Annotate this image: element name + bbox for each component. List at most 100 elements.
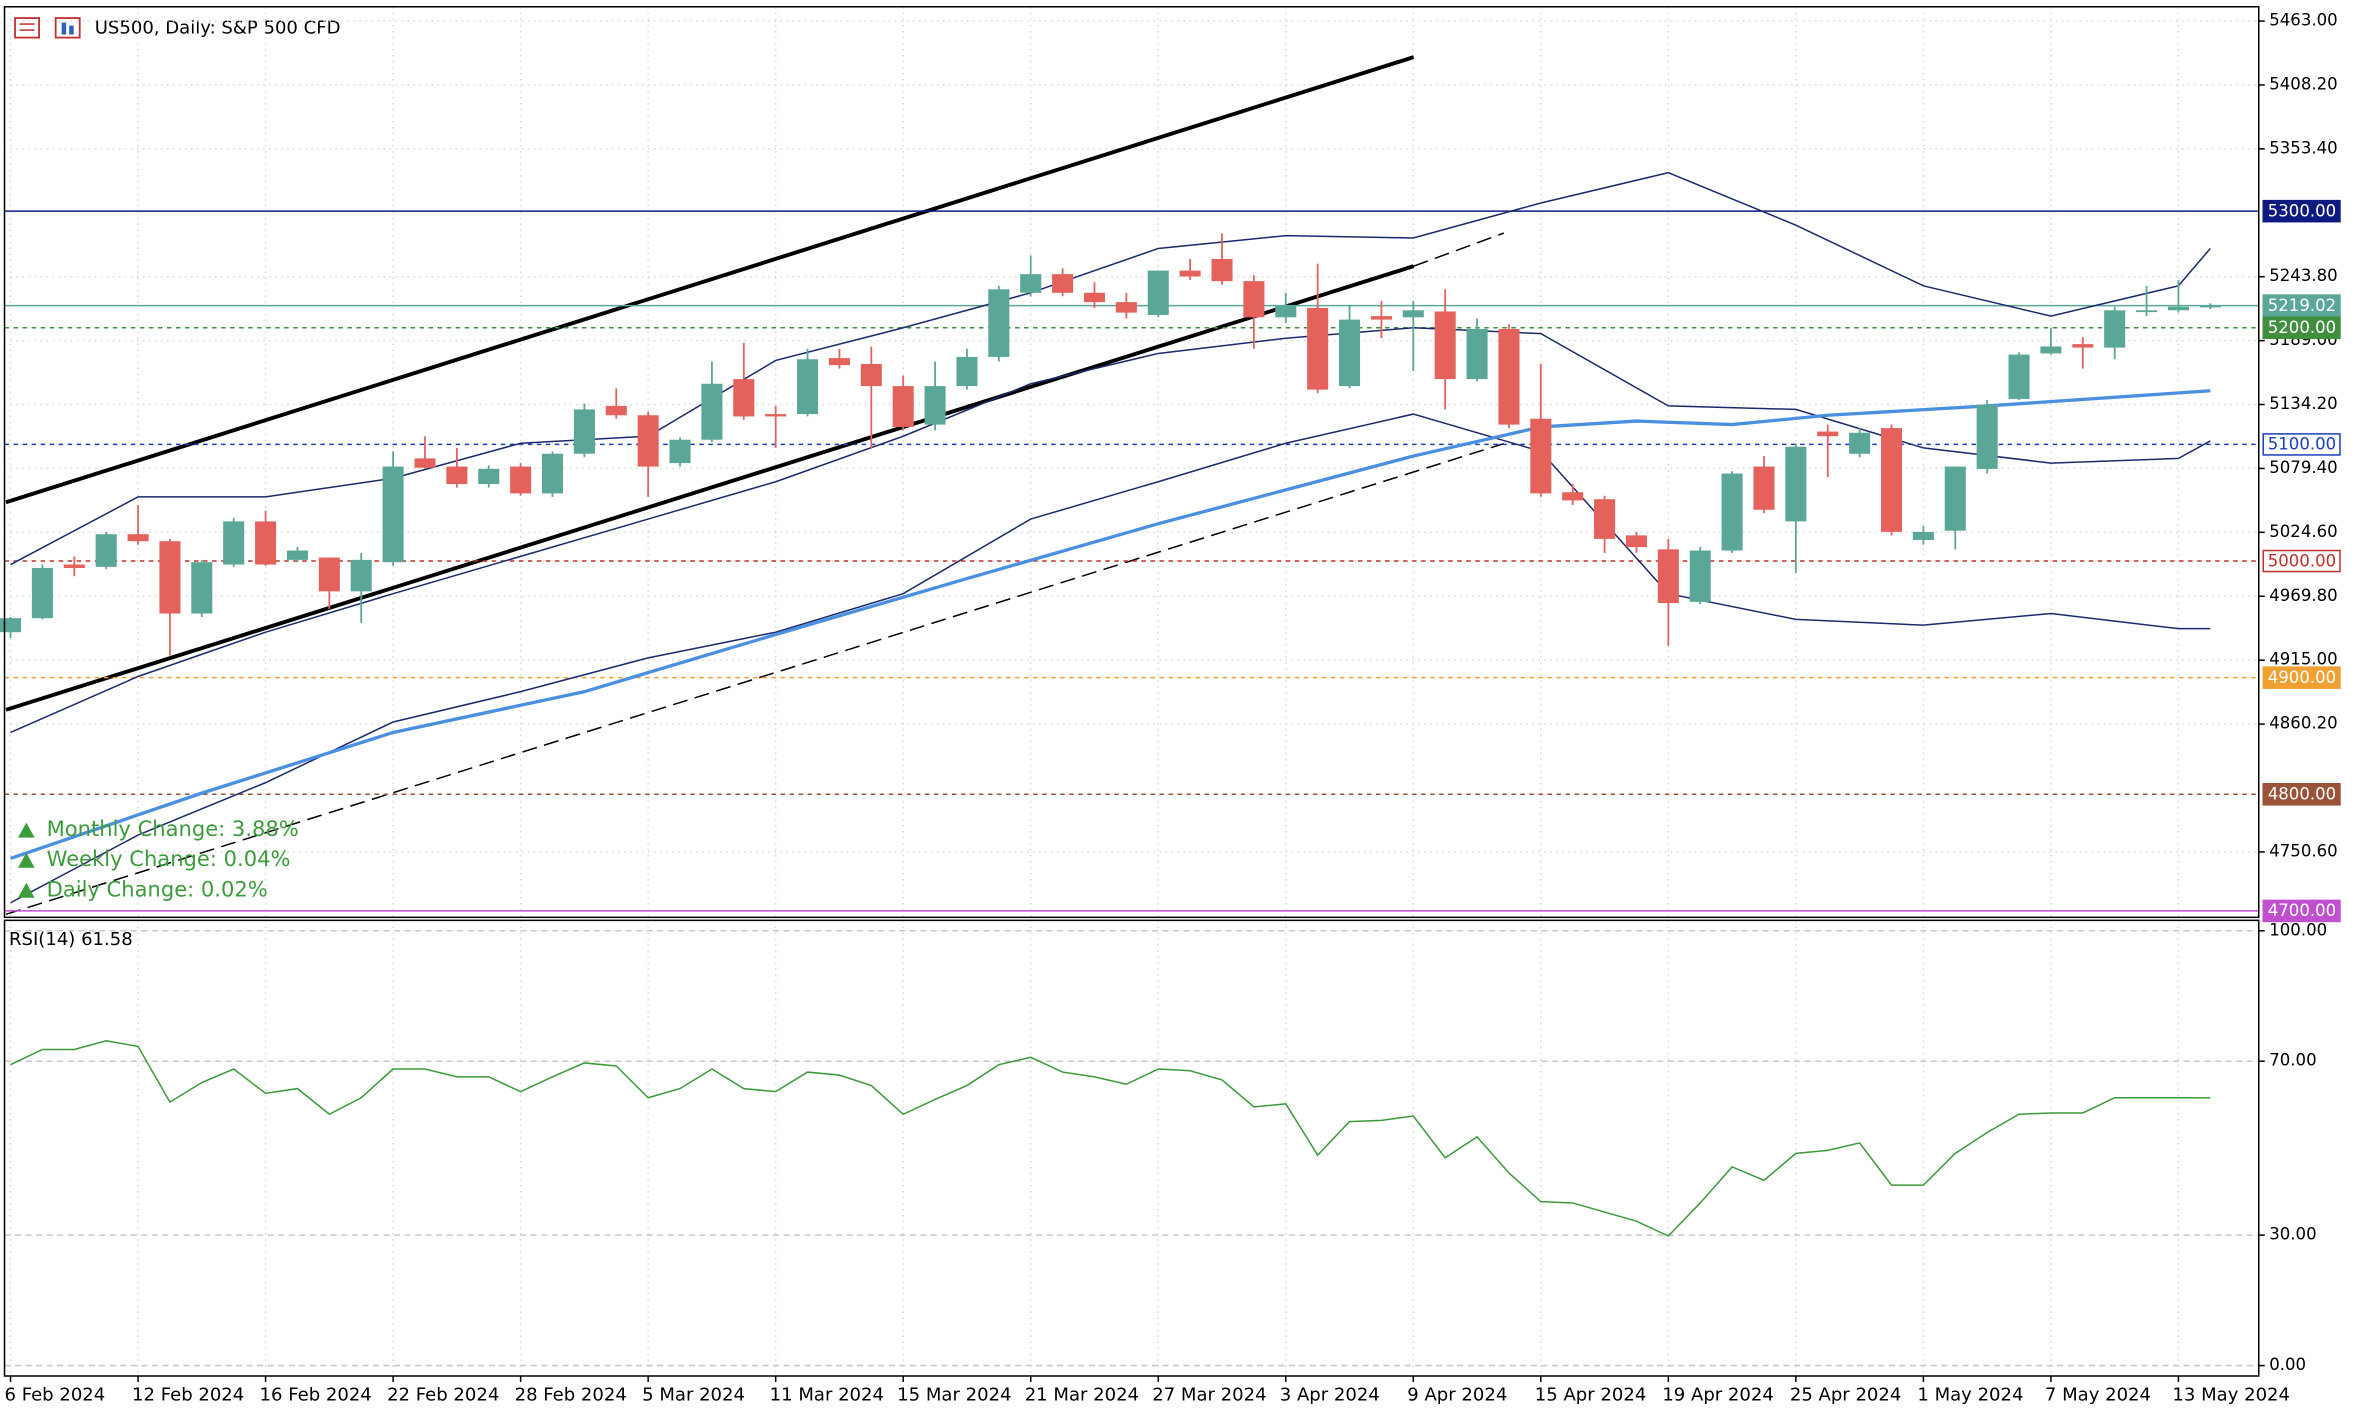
x-tick-label: 5 Mar 2024 [642, 1385, 745, 1406]
candle-body [605, 405, 627, 416]
candle-body [191, 562, 213, 614]
candle-body [701, 383, 723, 440]
up-triangle [18, 852, 35, 868]
candle-body [1498, 328, 1520, 425]
candle-body [988, 289, 1010, 357]
level-label: 5219.02 [2268, 296, 2336, 315]
candle-body [1402, 310, 1424, 318]
icon [14, 17, 41, 39]
rsi-line [10, 1040, 2211, 1237]
indicator-line [10, 327, 2211, 734]
level-tag [2262, 316, 2341, 340]
candle-body [956, 356, 978, 387]
candle-body [2008, 354, 2030, 399]
candle-body [1689, 550, 1711, 602]
x-tick-label: 1 May 2024 [1917, 1385, 2023, 1406]
candle-body [1976, 404, 1998, 469]
candle-body [1115, 302, 1137, 313]
candle-body [1147, 270, 1169, 315]
level-tag [2262, 666, 2341, 689]
candle-body [1753, 466, 1775, 510]
y-tick-label: 5024.60 [2269, 522, 2337, 541]
annotation: Daily Change: 0.02% [47, 876, 268, 901]
level-tag [2262, 433, 2341, 456]
x-tick-label: 16 Feb 2024 [260, 1385, 372, 1406]
y-tick-label: 5463.00 [2269, 11, 2337, 30]
candle-body [223, 521, 245, 565]
candle-body [1211, 258, 1233, 282]
x-tick-label: 9 Apr 2024 [1407, 1385, 1507, 1406]
x-tick-label: 7 May 2024 [2045, 1385, 2151, 1406]
candle-body [1657, 549, 1679, 604]
x-tick-label: 19 Apr 2024 [1662, 1385, 1774, 1406]
y-tick-label: 4969.80 [2269, 586, 2337, 605]
candle-body [1020, 274, 1042, 293]
x-tick-label: 12 Feb 2024 [132, 1385, 244, 1406]
candle-body [2199, 305, 2221, 308]
level-label: 5300.00 [2268, 201, 2336, 220]
candle-body [2072, 344, 2094, 348]
candle-body [541, 453, 564, 494]
candle-body [350, 559, 372, 592]
candle-body [255, 521, 277, 565]
candle-body [0, 618, 22, 633]
indicator-line [10, 413, 2211, 904]
candle-body [765, 414, 787, 417]
level-label: 4700.00 [2268, 901, 2336, 920]
candle-body [63, 564, 85, 569]
level-tag [2262, 199, 2341, 223]
up-triangle [18, 822, 35, 838]
y-tick-label: 5243.80 [2269, 266, 2337, 285]
rsi-title: RSI(14) 61.58 [9, 929, 133, 950]
candle-body [1434, 311, 1456, 380]
grid [4, 6, 2259, 1376]
candle-body [797, 359, 819, 415]
candle-body [1243, 281, 1265, 318]
candle-body [1530, 418, 1552, 494]
rsi-y-tick-label: 100.00 [2269, 920, 2327, 939]
candle-body [95, 534, 117, 567]
channel-extension [1413, 232, 1505, 267]
candle-body [892, 386, 914, 427]
candle-body [446, 466, 468, 485]
x-tick-label: 11 Mar 2024 [770, 1385, 884, 1406]
y-tick-label: 5353.40 [2269, 138, 2337, 157]
candle-body [2104, 310, 2126, 348]
candle-body [1594, 499, 1616, 539]
icon-bar [69, 25, 74, 35]
x-tick-label: 25 Apr 2024 [1790, 1385, 1902, 1406]
x-tick-label: 15 Mar 2024 [897, 1385, 1011, 1406]
candle-body [1275, 305, 1297, 318]
candle-body [478, 468, 500, 485]
main-pane [3, 6, 2260, 919]
candle-body [2136, 310, 2158, 313]
symbol-icons [14, 17, 81, 39]
chart-title: US500, Daily: S&P 500 CFD [95, 18, 341, 39]
level-tag [2262, 783, 2341, 806]
candle-body [1817, 431, 1839, 437]
candle-body [924, 386, 946, 425]
candle-body [510, 466, 532, 494]
candle-body [1307, 307, 1329, 390]
trend-lines [5, 55, 1505, 916]
candle-body [286, 550, 308, 560]
candle-body [1625, 535, 1647, 548]
candle-body [1880, 428, 1903, 532]
parallel-dashed [5, 442, 1505, 916]
rsi-y-tick-label: 70.00 [2269, 1051, 2316, 1070]
y-tick-label: 5408.20 [2269, 74, 2337, 93]
indicator-line [9, 389, 2211, 861]
level-tag [2262, 294, 2341, 317]
y-tick-label: 4860.20 [2269, 714, 2337, 733]
level-label: 5200.00 [2268, 318, 2336, 337]
candle-body [2167, 306, 2189, 311]
rsi-name: RSI(14) [9, 929, 75, 950]
rsi-pane [3, 919, 2260, 1377]
candle-body [1721, 473, 1743, 551]
candle-body [2040, 346, 2062, 354]
x-tick-label: 3 Apr 2024 [1280, 1385, 1380, 1406]
x-tick-label: 6 Feb 2024 [5, 1385, 106, 1406]
y-tick-label: 4750.60 [2269, 841, 2337, 860]
channel-upper [5, 55, 1415, 505]
